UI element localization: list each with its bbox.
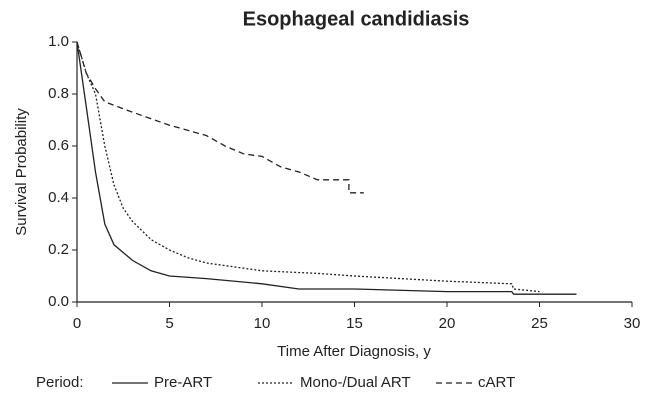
x-tick-label: 0 [73,315,81,332]
x-tick-label: 10 [254,315,271,332]
y-tick-label: 0.2 [48,241,69,258]
survival-line [76,41,364,194]
x-tick-label: 25 [531,315,548,332]
x-axis-label: Time After Diagnosis, y [277,343,431,360]
survival-line [76,41,577,295]
chart-title: Esophageal candidiasis [243,8,470,30]
x-tick-label: 20 [439,315,456,332]
y-tick-label: 0.0 [48,293,69,310]
y-tick-label: 0.4 [48,189,69,206]
x-tick-label: 5 [165,315,173,332]
legend-label: Pre-ART [154,374,212,391]
legend-label: Mono-/Dual ART [300,374,411,391]
x-tick-label: 30 [624,315,641,332]
survival-line [76,41,540,293]
y-tick-label: 1.0 [48,33,69,50]
legend-label: cART [478,374,515,391]
y-tick-label: 0.6 [48,137,69,154]
y-tick-label: 0.8 [48,85,69,102]
y-axis-label: Survival Probability [13,108,30,236]
x-tick-label: 15 [346,315,363,332]
legend-title: Period: [36,374,84,391]
